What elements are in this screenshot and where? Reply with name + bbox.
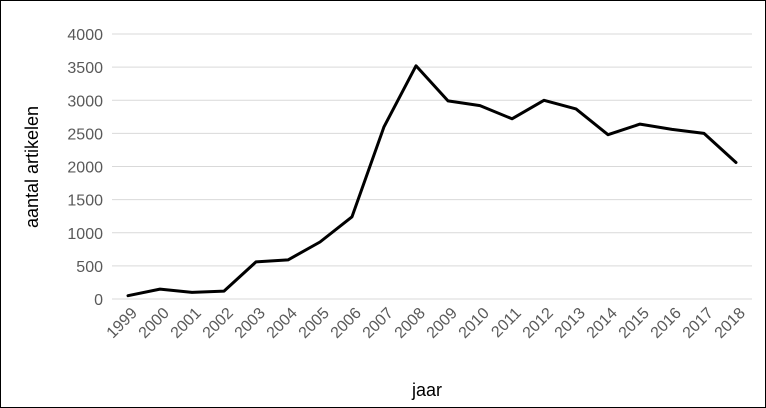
y-tick-label: 0 <box>94 292 103 309</box>
x-tick-label: 2011 <box>488 305 524 341</box>
series-line <box>126 64 738 298</box>
x-tick-label: 2004 <box>264 305 301 342</box>
x-axis-ticks: 1999200020012002200320042005200620072008… <box>104 305 749 342</box>
gridlines <box>112 33 752 300</box>
x-axis-title: jaar <box>411 380 442 400</box>
x-tick-label: 2012 <box>520 305 557 342</box>
y-tick-label: 4000 <box>67 27 103 44</box>
y-tick-label: 1500 <box>67 193 103 210</box>
y-tick-label: 3000 <box>67 93 103 110</box>
x-tick-label: 2017 <box>680 305 717 342</box>
x-tick-label: 2006 <box>328 305 365 342</box>
y-tick-label: 2000 <box>67 160 103 177</box>
x-tick-label: 2001 <box>168 305 205 342</box>
x-tick-label: 2007 <box>360 305 397 342</box>
x-tick-label: 2008 <box>392 305 429 342</box>
x-tick-label: 2016 <box>648 305 685 342</box>
x-tick-label: 2014 <box>584 305 621 342</box>
x-tick-label: 2000 <box>136 305 173 342</box>
x-tick-label: 2018 <box>712 305 749 342</box>
x-tick-label: 2013 <box>552 305 589 342</box>
x-tick-label: 2015 <box>616 305 653 342</box>
y-tick-label: 3500 <box>67 60 103 77</box>
x-tick-label: 2002 <box>200 305 237 342</box>
x-tick-label: 2009 <box>424 305 461 342</box>
x-tick-label: 2003 <box>232 305 269 342</box>
y-axis-ticks: 0 500 1000 1500 2000 2500 3000 3500 4000 <box>67 27 103 309</box>
x-tick-label: 2010 <box>456 305 493 342</box>
x-tick-label: 1999 <box>104 305 141 342</box>
y-axis-title: aantal artikelen <box>22 106 42 228</box>
y-tick-label: 2500 <box>67 126 103 143</box>
x-tick-label: 2005 <box>296 305 333 342</box>
y-tick-label: 500 <box>76 259 103 276</box>
y-tick-label: 1000 <box>67 226 103 243</box>
